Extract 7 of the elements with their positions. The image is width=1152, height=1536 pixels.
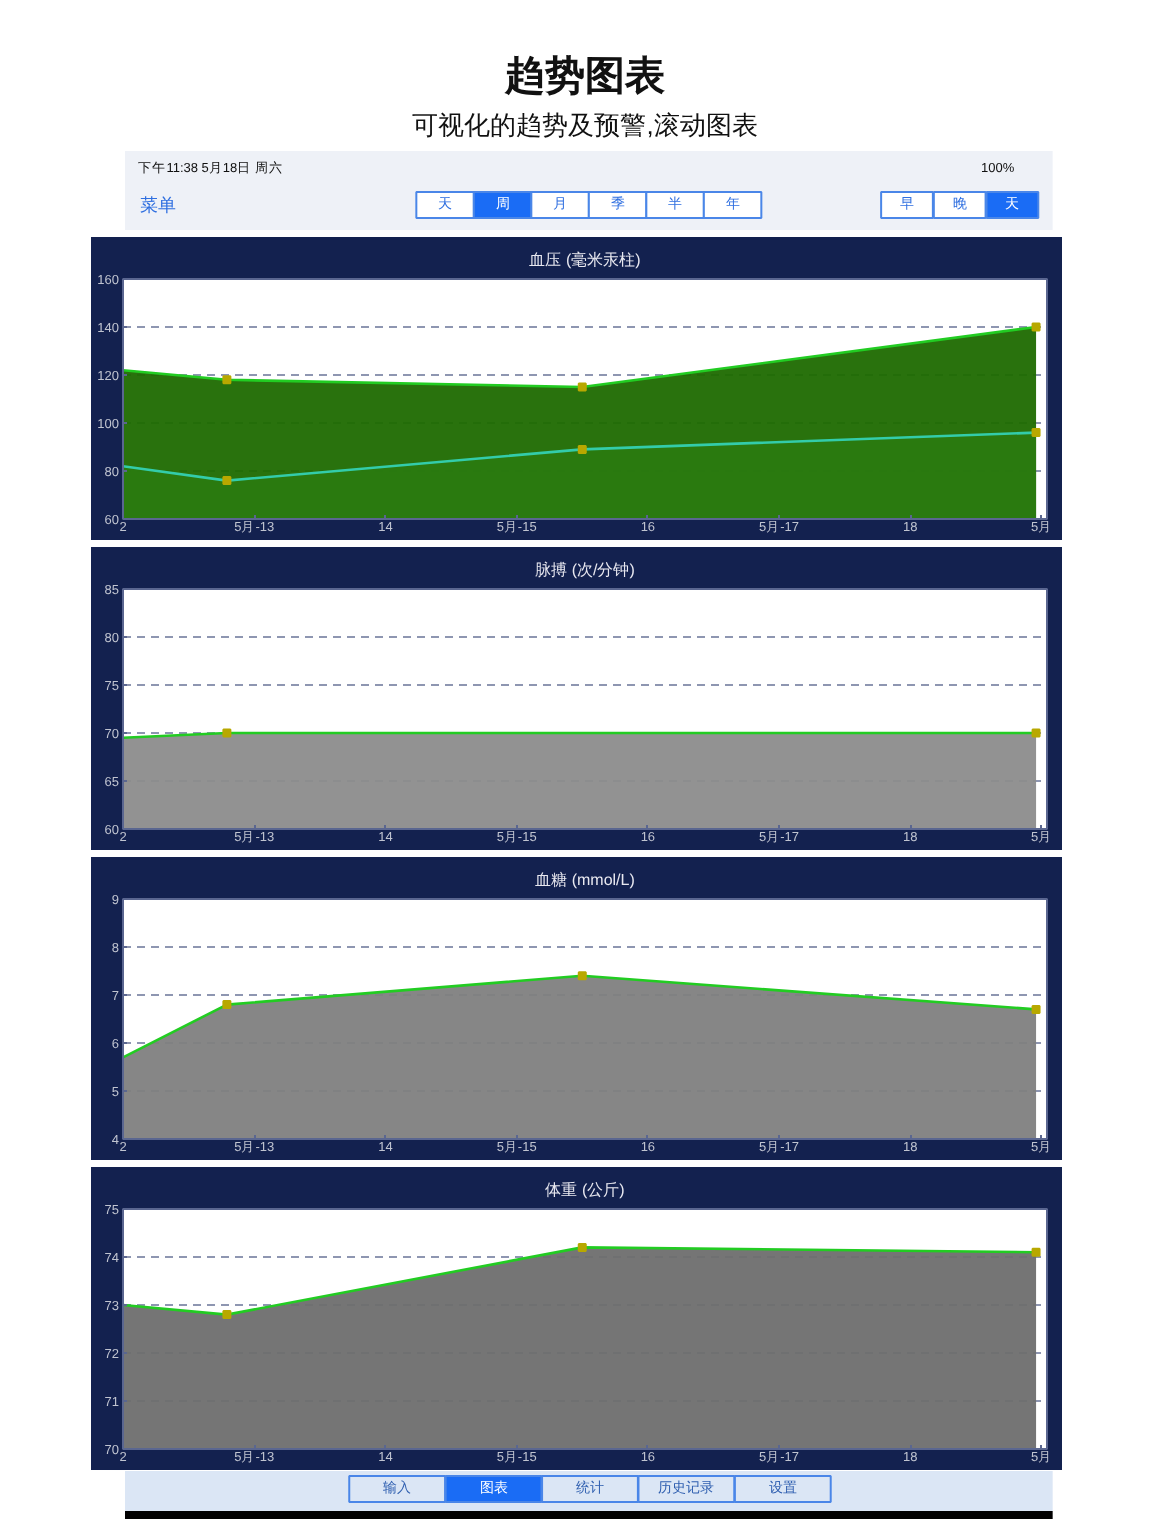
text: 菜单 xyxy=(140,195,177,215)
chart-title: 血糖 (mmol/L) xyxy=(535,871,636,889)
text: 可视化的趋势及预警,滚动图表 xyxy=(412,110,758,140)
text: 趋势图表 xyxy=(503,55,665,99)
chart-title: 脉搏 (次/分钟) xyxy=(535,561,636,579)
chart-title: 体重 (公斤) xyxy=(545,1181,626,1199)
chart-title: 血压 (毫米汞柱) xyxy=(529,251,642,269)
